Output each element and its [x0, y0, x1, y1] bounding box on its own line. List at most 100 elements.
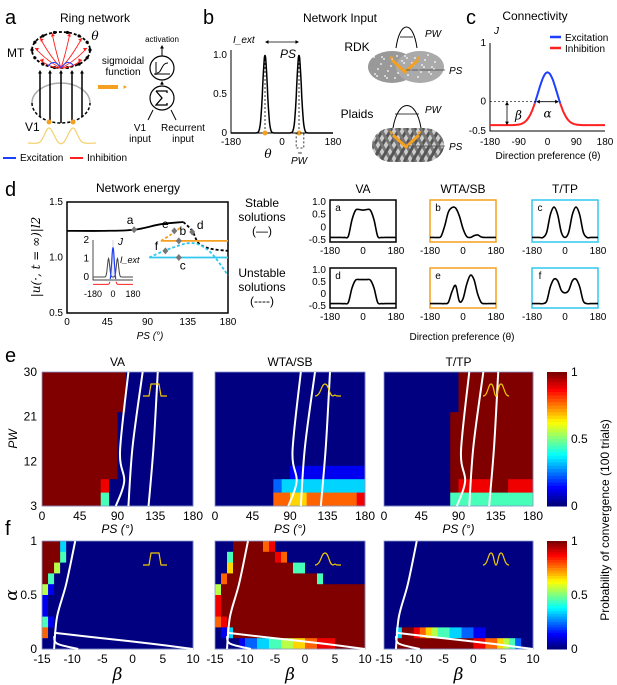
heatmap-cell — [443, 573, 450, 585]
panel-a-title: Ring network — [60, 11, 131, 25]
heatmap-cell — [479, 573, 486, 585]
heatmap-cell — [102, 584, 109, 596]
heatmap-cell — [215, 638, 222, 650]
heatmap-cell — [341, 616, 348, 628]
heatmap-cell — [240, 412, 249, 426]
heatmap-cell — [479, 605, 486, 617]
d-ylabel: |u(·, t = ∞)|l2 — [29, 217, 43, 298]
heatmap-cell — [67, 425, 76, 440]
rdk-dot — [427, 54, 429, 56]
e-xtick: 0 — [381, 509, 388, 523]
heatmap-cell — [467, 627, 474, 639]
ps-label: PS — [280, 47, 296, 61]
colorbar-segment — [547, 422, 567, 427]
heatmap-cell — [273, 398, 283, 413]
energy-series-black-dashed — [182, 221, 229, 252]
heatmap-cell — [433, 398, 443, 413]
heatmap-cell — [221, 627, 228, 639]
heatmap-cell — [437, 616, 444, 628]
heatmap-cell — [90, 605, 97, 617]
heatmap-cell — [425, 605, 433, 617]
heatmap-cell — [92, 452, 102, 467]
heatmap-cell — [359, 616, 366, 628]
heatmap-cell — [42, 573, 49, 585]
heatmap-cell — [96, 595, 103, 607]
heatmap-cell — [117, 479, 127, 493]
colorbar-segment — [547, 559, 567, 564]
heatmap-cell — [120, 541, 127, 553]
rdk-dot — [424, 59, 426, 61]
heatmap-cell — [42, 595, 49, 607]
f-xtick: -5 — [97, 652, 108, 666]
heatmap-cell — [60, 584, 67, 596]
heatmap-cell — [108, 595, 115, 607]
heatmap-cell — [134, 492, 144, 507]
heatmap-cell — [83, 385, 93, 400]
c-ytick: -0.5 — [469, 126, 487, 137]
heatmap-cell — [359, 627, 366, 639]
heatmap-cell — [245, 551, 252, 563]
heatmap-cell — [441, 439, 451, 453]
heatmap-cell — [162, 638, 170, 650]
heatmap-cell — [317, 595, 324, 607]
heatmap-cell — [413, 595, 421, 607]
heatmap-cell — [419, 627, 427, 639]
heatmap-cell — [50, 425, 60, 440]
heatmap-cell — [417, 412, 426, 426]
heatmap-cell — [473, 584, 480, 596]
heatmap-cell — [75, 398, 85, 413]
heatmap-cell — [84, 573, 91, 585]
heatmap-cell — [305, 616, 312, 628]
heatmap-cell — [524, 492, 534, 507]
inhibition-connection — [60, 32, 71, 69]
f-xtick: 0 — [470, 652, 477, 666]
input-curve — [231, 54, 333, 134]
heatmap-cell — [392, 398, 401, 413]
heatmap-cell — [66, 584, 73, 596]
heatmap-cell — [449, 605, 456, 617]
f-xtick: -5 — [270, 652, 281, 666]
solution-profile-e — [430, 274, 496, 305]
heatmap-frame — [41, 371, 194, 507]
heatmap-cell — [317, 616, 324, 628]
heatmap-cell — [443, 627, 450, 639]
stability-boundary — [114, 371, 130, 507]
heatmap-cell — [167, 398, 177, 413]
heatmap-cell — [132, 627, 140, 639]
heatmap-cell — [221, 573, 228, 585]
heatmap-cell — [329, 616, 336, 628]
heatmap-cell — [441, 492, 451, 507]
heatmap-cell — [134, 412, 144, 426]
heatmap-cell — [239, 605, 246, 617]
heatmap-cell — [329, 551, 336, 563]
heatmap-cell — [475, 465, 484, 480]
grating-stripe — [402, 128, 426, 162]
heatmap-cell — [176, 372, 186, 386]
heatmap-cell — [516, 439, 526, 453]
heatmap-cell — [491, 562, 498, 574]
heatmap-cell — [50, 439, 60, 453]
heatmap-cell — [251, 616, 258, 628]
heatmap-cell — [485, 584, 492, 596]
arrowhead-icon — [505, 101, 509, 106]
heatmap-cell — [50, 398, 60, 413]
heatmap-cell — [356, 439, 366, 453]
heatmap-cell — [347, 595, 354, 607]
heatmap-cell — [144, 627, 152, 639]
rdk-dot — [423, 66, 425, 68]
heatmap-cell — [287, 573, 294, 585]
heatmap-cell — [425, 541, 433, 553]
solution-xtick: 180 — [388, 246, 405, 257]
colorbar-tick: 0.5 — [571, 588, 588, 602]
heatmap-cell — [306, 412, 316, 426]
heatmap-cell — [419, 551, 427, 563]
heatmap-cell — [92, 465, 102, 480]
heatmap-cell — [392, 412, 401, 426]
heatmap-cell — [290, 372, 299, 386]
c-xlabel: Direction preference (θ) — [495, 151, 600, 162]
heatmap-cell — [449, 616, 456, 628]
heatmap-cell — [120, 551, 127, 563]
heatmap-cell — [263, 573, 270, 585]
d-xtick: 90 — [142, 317, 154, 328]
heatmap-cell — [347, 605, 354, 617]
